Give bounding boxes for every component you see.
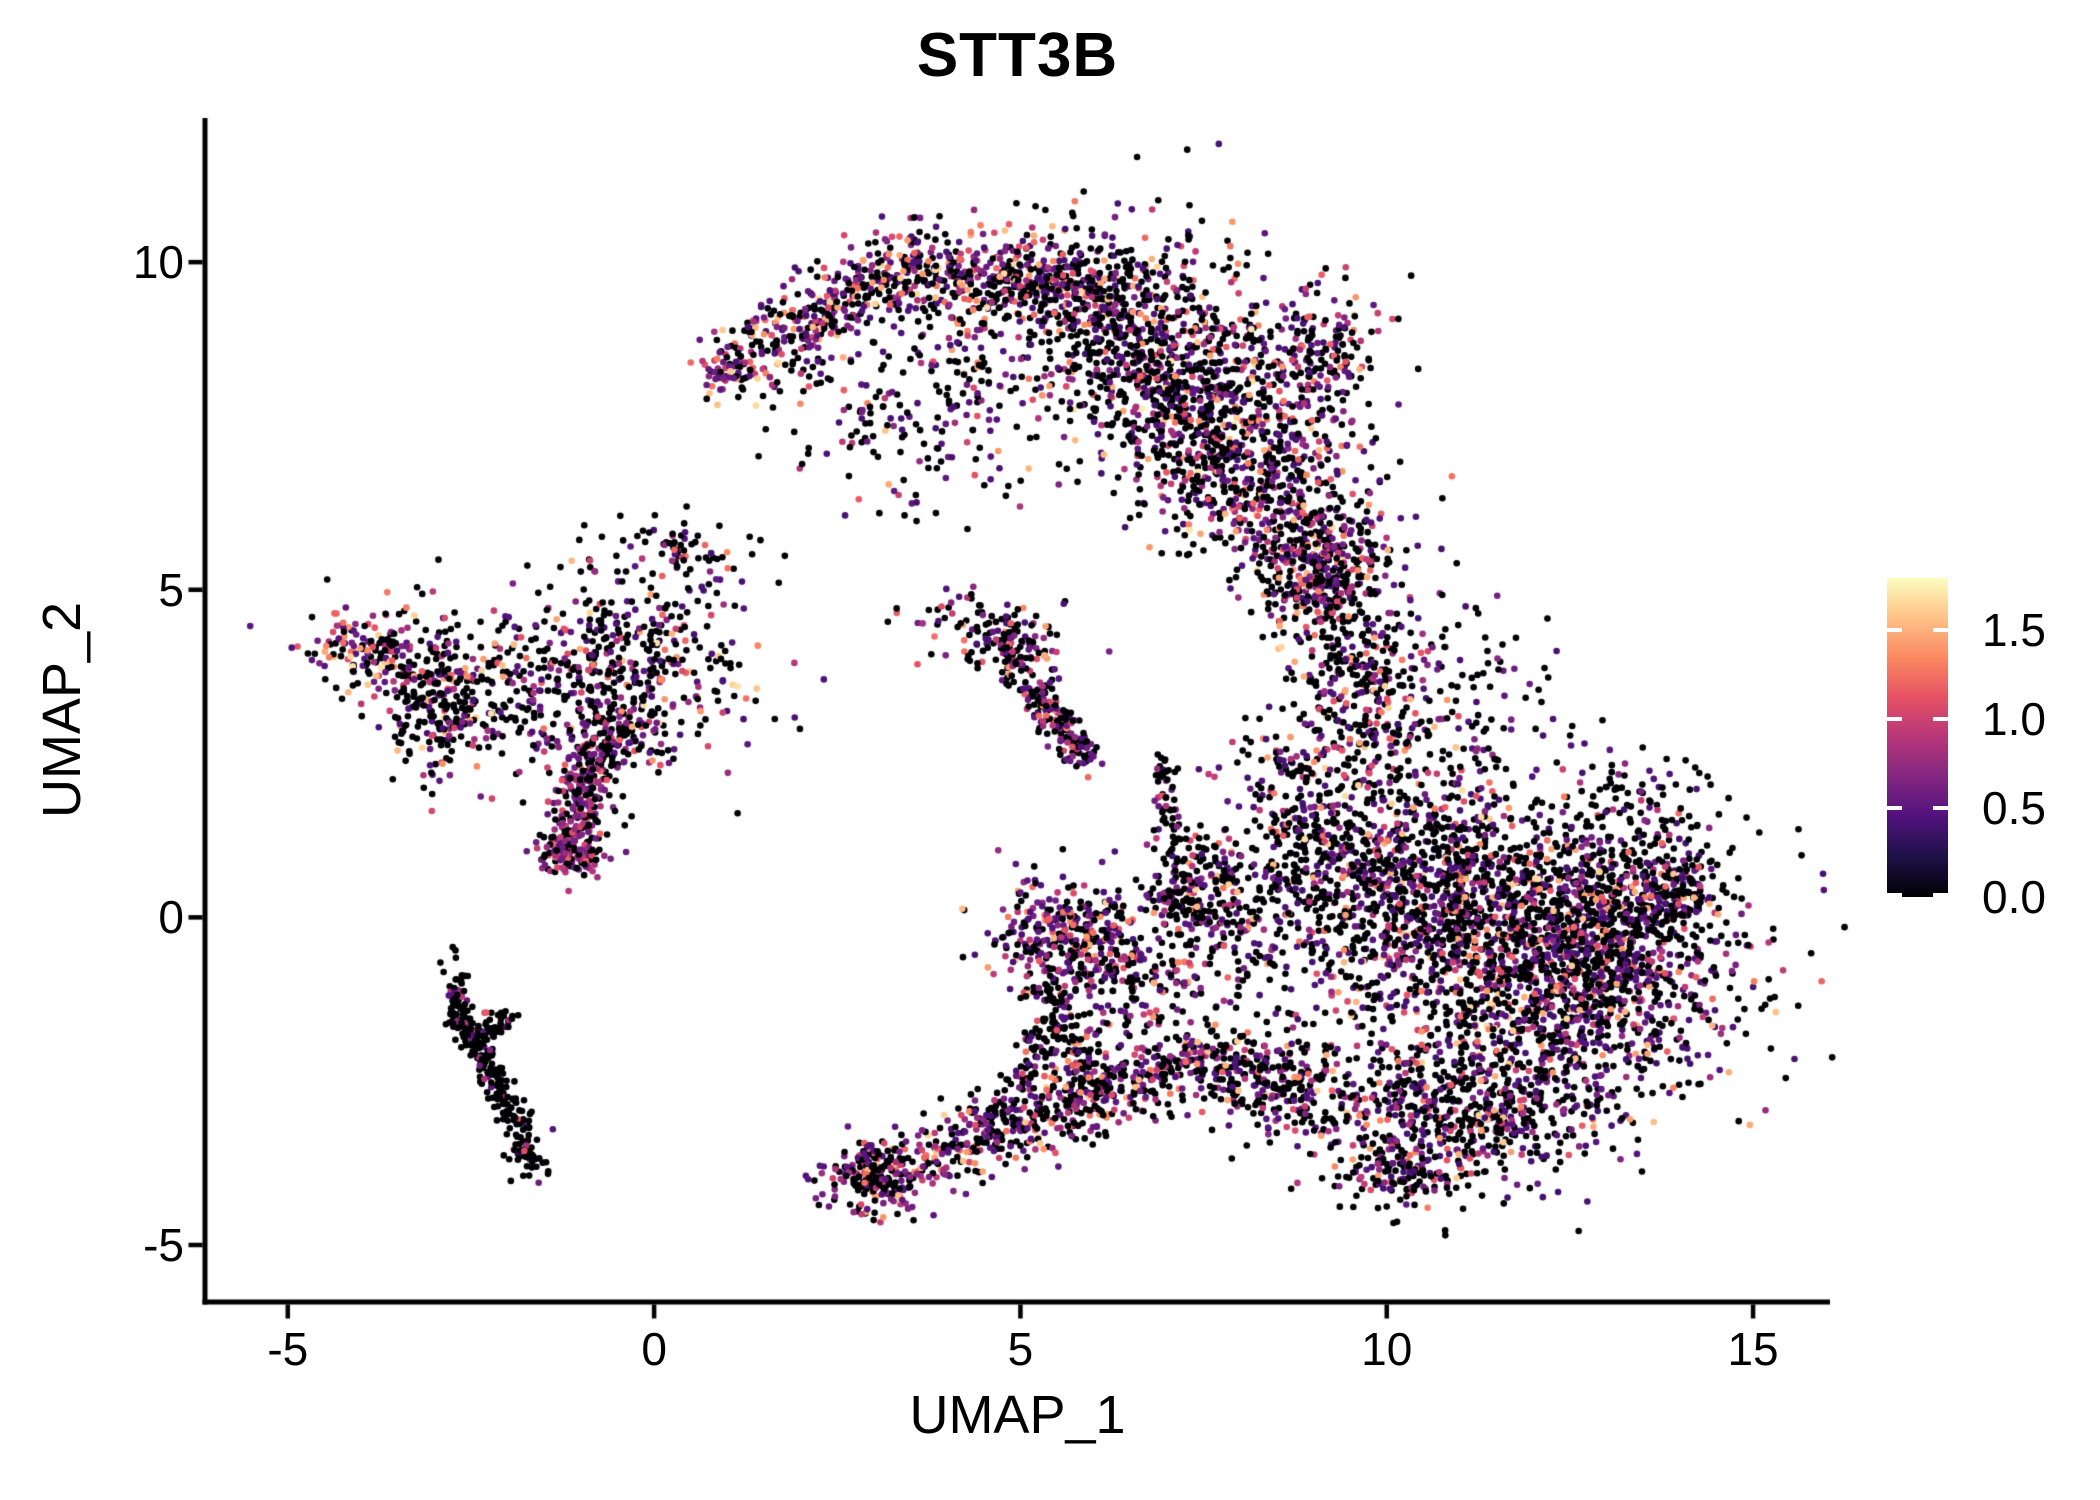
y-axis-title: UMAP_2	[32, 601, 92, 819]
x-tick-label: -5	[267, 1323, 309, 1375]
legend-tick-label: 0.5	[1982, 781, 2046, 834]
legend-tick-dash	[1887, 716, 1902, 721]
legend-colorbar	[1887, 578, 1948, 897]
legend-tick-dash	[1887, 627, 1902, 632]
legend-tick-dash	[1887, 805, 1902, 810]
legend-tick-dash	[1933, 893, 1948, 897]
legend-tick-dash	[1933, 805, 1948, 810]
x-tick-label: 10	[1361, 1323, 1413, 1375]
y-tick-label: 0	[158, 891, 184, 944]
x-axis-title: UMAP_1	[909, 1385, 1126, 1445]
legend-tick-dash	[1887, 893, 1902, 897]
legend-tick-label: 1.0	[1982, 692, 2046, 745]
legend-tick-label: 0.0	[1982, 871, 2046, 923]
y-tick-label: 5	[158, 563, 184, 616]
x-tick-label: 15	[1727, 1323, 1779, 1375]
x-tick-label: 0	[641, 1323, 667, 1375]
legend-tick-dash	[1933, 627, 1948, 632]
y-tick-label: 10	[132, 236, 184, 289]
y-tick-label: -5	[143, 1218, 184, 1271]
x-tick-label: 5	[1007, 1323, 1034, 1375]
legend-tick-label: 1.5	[1982, 603, 2046, 656]
legend-tick-dash	[1933, 716, 1948, 721]
chart-title: STT3B	[916, 21, 1119, 90]
